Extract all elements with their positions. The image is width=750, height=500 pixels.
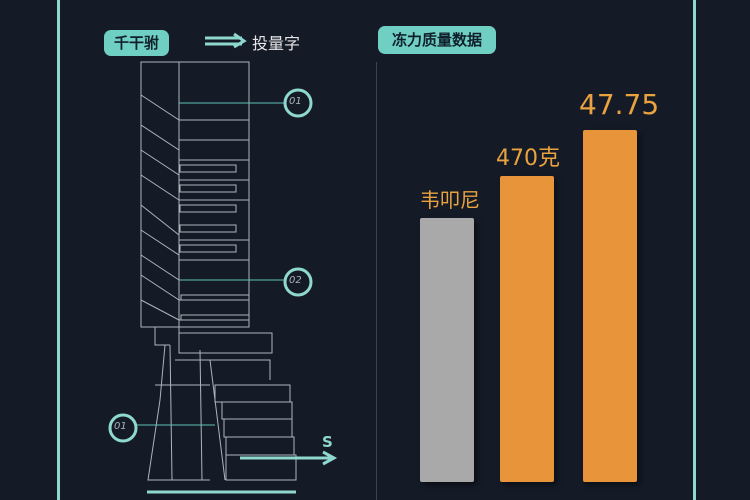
panel-divider [376,62,377,500]
frame-right-border [693,0,696,500]
callout-circle [108,413,138,443]
arrow-right-icon [205,32,247,49]
callout-label: 01 [114,421,127,432]
callout-circle [283,88,313,118]
callout-label: 02 [289,275,302,286]
bar-data-label: 韦叩尼 [420,188,480,212]
left-caption: 投量字 [252,34,301,53]
callout-circle [283,267,313,297]
callout-label: 01 [289,96,302,107]
bar-data-label: 47.75 [579,88,660,121]
left-tag: 千干驸 [104,30,170,56]
bar-3 [583,130,637,482]
arrow-label: S [322,433,333,451]
frame-left-border [57,0,60,500]
bar-2 [500,175,554,482]
bar-data-label: 470克 [496,145,560,171]
bar-1 [420,218,474,482]
right-tag: 冻力质量数据 [378,26,497,54]
arrow-right-icon [240,450,338,466]
